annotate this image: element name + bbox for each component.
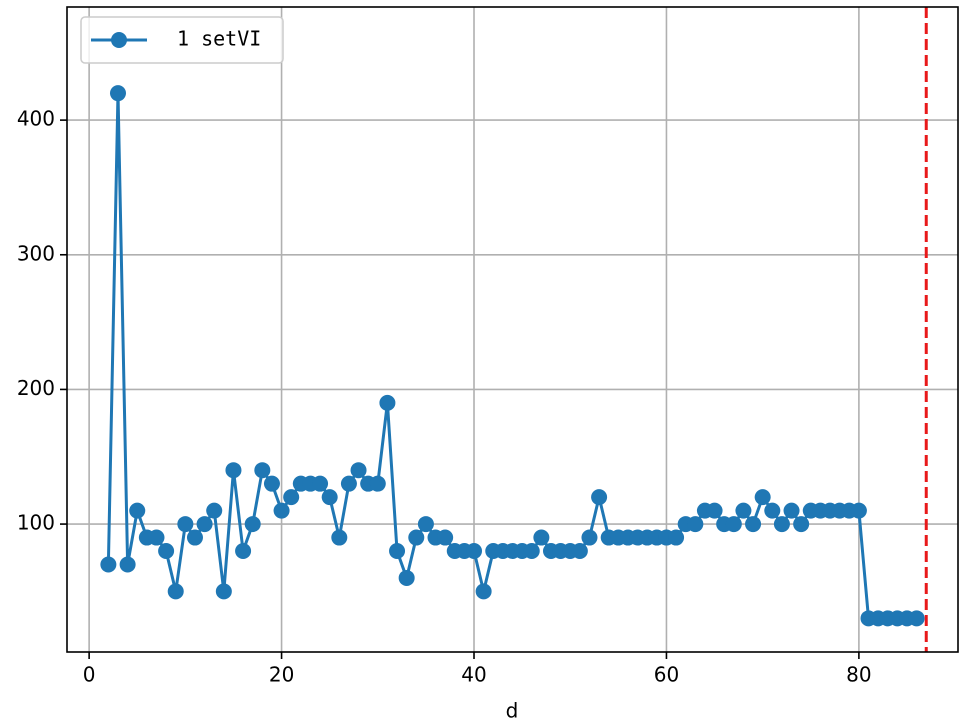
point	[100, 556, 117, 573]
point	[581, 529, 598, 546]
point	[466, 543, 483, 560]
point	[764, 502, 781, 519]
point	[745, 516, 762, 533]
y-tick-label: 100	[17, 511, 55, 535]
legend-marker	[111, 32, 127, 48]
point	[773, 516, 790, 533]
point	[109, 85, 126, 102]
point	[437, 529, 454, 546]
point	[177, 516, 194, 533]
x-tick-label: 20	[269, 663, 294, 687]
point	[321, 489, 338, 506]
y-tick-label: 200	[17, 376, 55, 400]
point	[254, 462, 271, 479]
point	[793, 516, 810, 533]
point	[244, 516, 261, 533]
point	[312, 475, 329, 492]
legend-box	[80, 16, 284, 64]
point	[215, 583, 232, 600]
point	[206, 502, 223, 519]
point	[475, 583, 492, 600]
point	[725, 516, 742, 533]
point	[129, 502, 146, 519]
point	[350, 462, 367, 479]
point	[225, 462, 242, 479]
point	[908, 610, 925, 627]
point	[196, 516, 213, 533]
series-line	[106, 93, 917, 620]
plot-frame	[66, 6, 959, 653]
point	[158, 543, 175, 560]
y-tick-label: 300	[17, 241, 55, 265]
legend: 1 setVI	[80, 16, 284, 64]
point	[533, 529, 550, 546]
x-tick-label: 40	[461, 663, 486, 687]
point	[167, 583, 184, 600]
point	[263, 475, 280, 492]
point	[687, 516, 704, 533]
point	[186, 529, 203, 546]
legend-label: 1 setVI	[177, 27, 261, 51]
x-tick-label: 0	[83, 663, 96, 687]
point	[119, 556, 136, 573]
point	[235, 543, 252, 560]
point	[783, 502, 800, 519]
point	[850, 502, 867, 519]
point	[735, 502, 752, 519]
point	[706, 502, 723, 519]
point	[754, 489, 771, 506]
point	[283, 489, 300, 506]
point	[398, 569, 415, 586]
point	[668, 529, 685, 546]
point	[340, 475, 357, 492]
point	[331, 529, 348, 546]
point	[389, 543, 406, 560]
point	[148, 529, 165, 546]
point	[379, 394, 396, 411]
point	[417, 516, 434, 533]
x-tick-label: 60	[654, 663, 679, 687]
x-axis-label: d	[506, 699, 519, 723]
y-tick-label: 400	[17, 107, 55, 131]
point	[591, 489, 608, 506]
point	[571, 543, 588, 560]
point	[273, 502, 290, 519]
x-tick-label: 80	[846, 663, 871, 687]
point	[523, 543, 540, 560]
point	[369, 475, 386, 492]
point	[408, 529, 425, 546]
